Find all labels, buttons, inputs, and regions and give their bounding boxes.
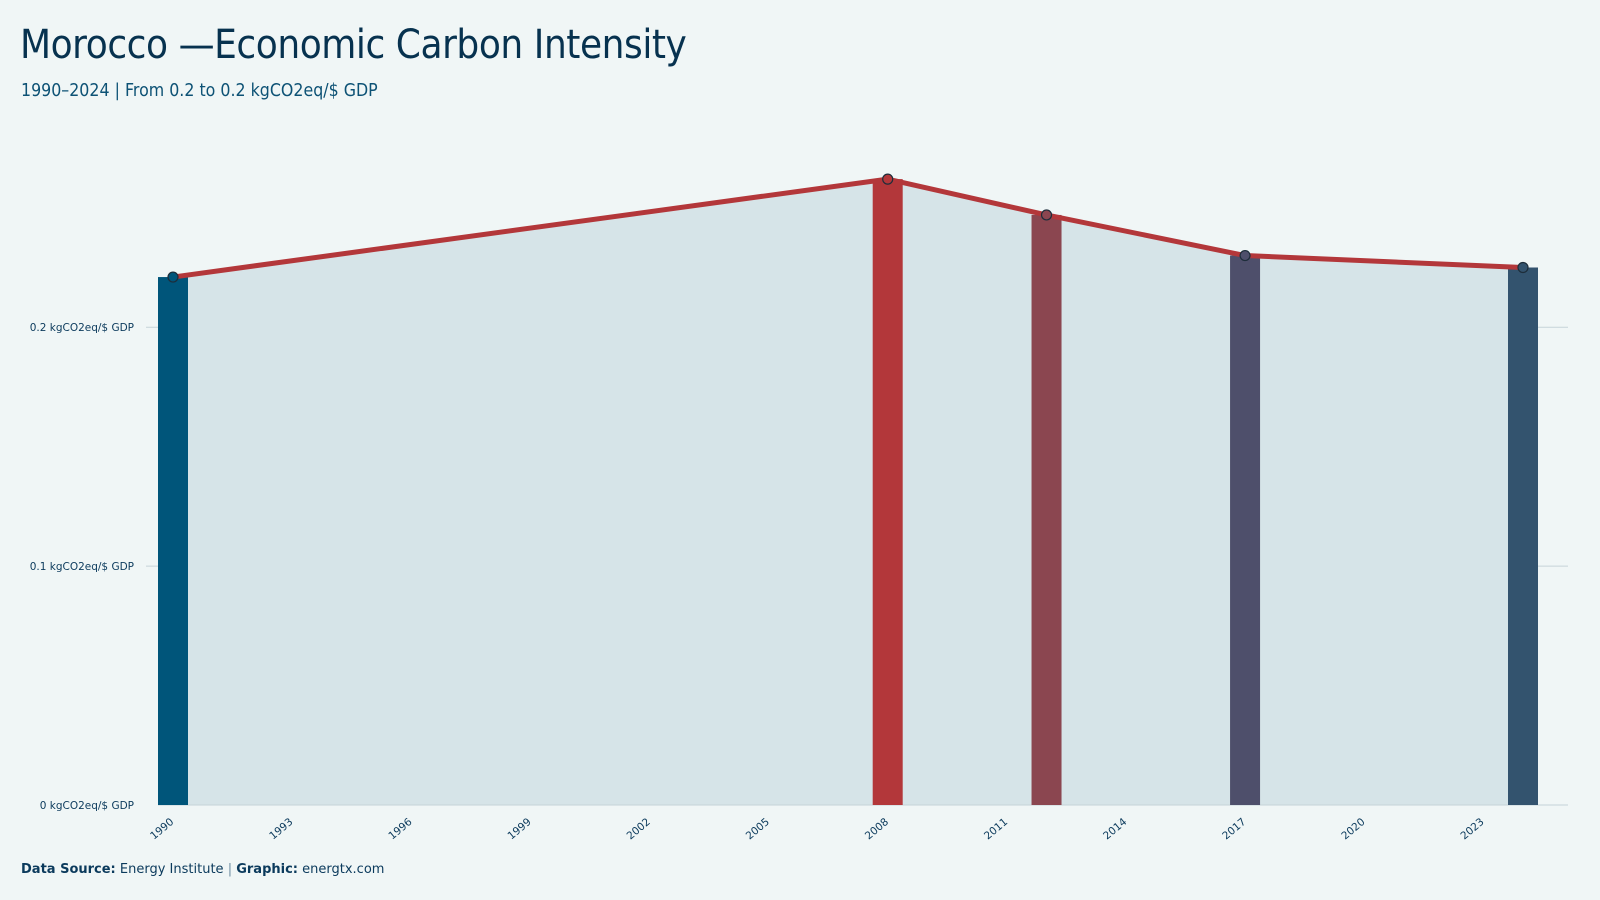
point-1990 (167, 271, 179, 283)
bar-1990 (158, 277, 188, 805)
x-tick-label: 2023 (1458, 816, 1486, 842)
point-2008 (882, 173, 894, 185)
area-fill (173, 179, 1523, 806)
x-tick-label: 2005 (744, 816, 772, 842)
bar-2008 (872, 179, 903, 806)
x-tick-label: 1993 (267, 816, 295, 842)
x-tick-label: 1990 (148, 816, 176, 842)
y-tick-label: 0 kgCO2eq/$ GDP (40, 800, 134, 812)
x-tick-label: 1999 (505, 816, 533, 842)
footer-separator: | (227, 862, 233, 877)
x-tick-label: 1996 (386, 816, 414, 843)
footer: Data Source: Energy Institute | Graphic:… (21, 862, 384, 877)
x-tick-label: 2008 (863, 816, 891, 842)
bar-2012 (1031, 214, 1062, 805)
x-tick-label: 2014 (1101, 816, 1129, 843)
graphic-label: Graphic: (236, 862, 298, 877)
y-tick-label: 0.1 kgCO2eq/$ GDP (30, 561, 134, 573)
point-2024 (1517, 261, 1529, 274)
source-value: Energy Institute (119, 862, 224, 877)
graphic-value: energtx.com (302, 862, 385, 877)
bar-2024 (1508, 267, 1538, 805)
point-2012 (1040, 209, 1053, 221)
point-2017 (1239, 249, 1251, 262)
chart-title: Morocco —Economic Carbon Intensity (20, 22, 687, 68)
chart-subtitle: 1990–2024 | From 0.2 to 0.2 kgCO2eq/$ GD… (21, 80, 378, 101)
x-tick-label: 2017 (1220, 816, 1248, 842)
x-tick-label: 2011 (982, 816, 1010, 842)
x-tick-label: 2020 (1339, 816, 1367, 842)
x-tick-label: 2002 (625, 816, 653, 842)
bar-2017 (1230, 255, 1261, 806)
source-label: Data Source: (21, 862, 116, 877)
y-tick-label: 0.2 kgCO2eq/$ GDP (30, 322, 134, 334)
